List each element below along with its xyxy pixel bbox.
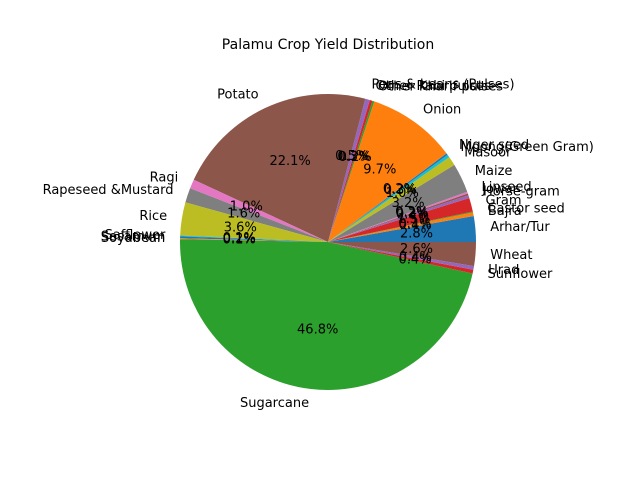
slice-castor-seed <box>328 211 474 242</box>
label-peas-beans-pulses: Peas & beans (Pulses) <box>372 78 515 93</box>
label-sesamum: Sesamum <box>101 229 166 244</box>
label-maize: Maize <box>475 164 513 179</box>
pct-sunflower: 0.4% <box>398 252 431 267</box>
label-urad: Urad <box>488 263 519 278</box>
pct-safflower: 0.1% <box>223 231 256 246</box>
pie-slices <box>180 94 476 390</box>
label-castor-seed: Castor seed <box>487 201 564 216</box>
pct-sesamum: 0.2% <box>223 232 256 247</box>
slice-sesamum <box>180 236 328 242</box>
pct-soyabean: 0.1% <box>223 233 256 248</box>
label-jowar: Jowar <box>481 182 518 197</box>
label-gram: Gram <box>486 193 522 208</box>
slice-niger-seed <box>328 153 448 242</box>
pct-masoor: 1.0% <box>386 186 419 201</box>
pct-onion: 9.7% <box>363 162 396 177</box>
slice-soyabean <box>180 238 328 242</box>
pct-arhar-tur: 2.8% <box>400 227 433 242</box>
pct-wheat: 2.6% <box>400 242 433 257</box>
pct-sugarcane: 46.8% <box>297 323 338 338</box>
slice-safflower <box>180 235 328 242</box>
label-other-rabi-pulses: Other Rabi pulses <box>376 79 492 94</box>
pct-rapeseed-mustard: 1.6% <box>227 207 260 222</box>
label-sugarcane: Sugarcane <box>240 396 309 411</box>
slice-masoor <box>328 157 455 242</box>
label-masoor: Masoor <box>464 145 512 160</box>
slice-other-kharif-pulses <box>328 100 375 242</box>
slice-rice <box>180 202 328 242</box>
slice-moong-green-gram <box>328 154 450 242</box>
pct-other-kharif-pulses: 0.2% <box>339 150 372 165</box>
pct-ragi: 1.0% <box>230 200 263 215</box>
pct-niger-seed: 0.2% <box>383 182 416 197</box>
slice-other-rabi-pulses <box>328 100 373 242</box>
slice-bajra <box>328 212 474 242</box>
label-safflower: Safflower <box>105 228 166 243</box>
slice-arhar-tur <box>328 216 476 242</box>
slice-potato <box>193 94 366 242</box>
slice-wheat <box>328 242 476 267</box>
pct-castor-seed: 0.1% <box>398 217 431 232</box>
label-horse-gram: Horse-gram <box>483 185 560 200</box>
slice-rapeseed-mustard <box>185 188 328 242</box>
chart-title: Palamu Crop Yield Distribution <box>222 37 434 53</box>
label-moong-green-gram: Moong(Green Gram) <box>461 140 594 155</box>
slice-sunflower <box>328 242 474 274</box>
slice-jowar <box>328 193 469 242</box>
label-wheat: Wheat <box>490 248 532 263</box>
label-potato: Potato <box>217 87 258 102</box>
slice-maize <box>328 164 468 242</box>
slice-sugarcane <box>180 239 473 390</box>
label-ragi: Ragi <box>150 171 179 186</box>
label-rice: Rice <box>139 209 167 224</box>
label-bajra: Bajra <box>488 204 522 219</box>
slice-urad <box>328 242 475 270</box>
pct-rice: 3.6% <box>224 221 257 236</box>
pct-potato: 22.1% <box>269 154 310 169</box>
slice-linseed <box>328 191 468 242</box>
pct-urad: 0.4% <box>399 250 432 265</box>
slice-onion <box>328 101 447 242</box>
label-rapeseed-mustard: Rapeseed &Mustard <box>43 183 174 198</box>
label-niger-seed: Niger seed <box>459 138 529 153</box>
slice-peas-beans-pulses <box>328 98 370 242</box>
pct-linseed: 0.2% <box>395 205 428 220</box>
pct-bajra: 0.4% <box>399 218 432 233</box>
slice-ragi <box>190 179 328 242</box>
label-onion: Onion <box>423 102 461 117</box>
pct-peas-beans-pulses: 0.5% <box>335 149 368 164</box>
pct-jowar: 0.2% <box>396 206 429 221</box>
pct-other-rabi-pulses: 0.3% <box>337 150 370 165</box>
slice-horse-gram <box>328 195 470 242</box>
label-soyabean: Soyabean <box>101 231 165 246</box>
pct-moong-green-gram: 0.3% <box>384 183 417 198</box>
label-sunflower: Sunflower <box>488 267 554 282</box>
pct-gram: 1.5% <box>397 212 430 227</box>
pct-maize: 3.2% <box>392 196 425 211</box>
pct-horse-gram: 0.3% <box>396 207 429 222</box>
label-other-kharif-pulses: Other Kharif pulses <box>378 80 503 95</box>
percent-labels: 2.8%0.4%0.1%1.5%0.3%0.2%0.2%3.2%1.0%0.3%… <box>223 149 433 338</box>
label-linseed: Linseed <box>482 180 532 195</box>
slice-gram <box>328 197 473 242</box>
label-arhar-tur: Arhar/Tur <box>490 220 550 235</box>
